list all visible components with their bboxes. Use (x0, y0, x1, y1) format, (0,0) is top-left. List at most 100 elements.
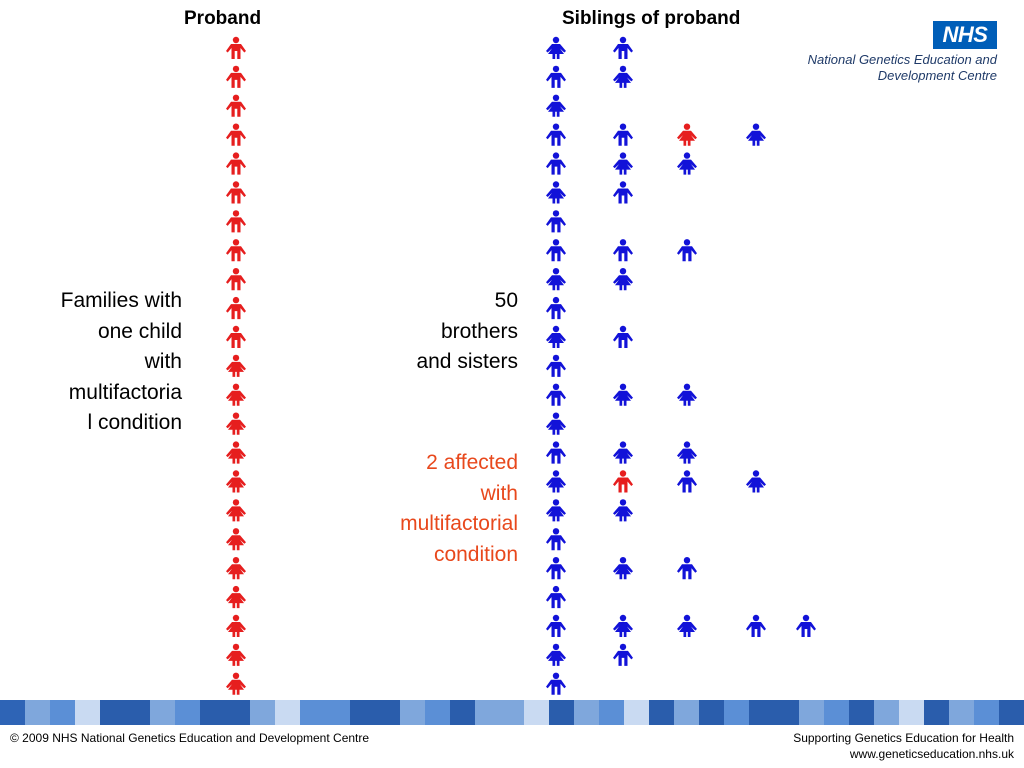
male-figure-icon (613, 239, 633, 262)
band-segment (699, 700, 725, 725)
families-line: one child (97, 319, 182, 343)
female-figure-icon (677, 383, 697, 406)
families-line: l condition (87, 411, 182, 434)
male-figure-icon (546, 210, 566, 233)
band-segment (249, 700, 276, 725)
affected-line: with (480, 481, 518, 505)
band-segment (124, 700, 151, 725)
families-description: Families with one child with multifactor… (30, 286, 182, 439)
band-segment (749, 700, 775, 725)
male-figure-icon (677, 557, 697, 580)
female-figure-icon (546, 181, 566, 204)
male-figure-icon (613, 181, 633, 204)
band-segment (824, 700, 850, 725)
band-segment (224, 700, 251, 725)
female-figure-icon (546, 94, 566, 117)
band-segment (499, 700, 526, 725)
male-figure-icon (226, 181, 246, 204)
male-figure-icon (226, 239, 246, 262)
male-figure-icon (546, 383, 566, 406)
female-figure-icon (226, 672, 246, 695)
female-figure-icon (226, 441, 246, 464)
male-figure-icon (677, 470, 697, 493)
female-figure-icon (226, 528, 246, 551)
sibling-count-line: brothers (440, 319, 518, 343)
male-figure-icon (226, 210, 246, 233)
female-figure-icon (677, 441, 697, 464)
male-figure-icon (613, 325, 633, 348)
male-figure-icon (546, 239, 566, 262)
female-figure-icon (226, 557, 246, 580)
female-figure-icon (613, 152, 633, 175)
female-figure-icon (613, 268, 633, 291)
male-figure-icon (546, 557, 566, 580)
families-line: Families with (60, 289, 182, 312)
band-segment (399, 700, 426, 725)
band-segment (949, 700, 975, 725)
band-segment (549, 700, 576, 725)
band-segment (0, 700, 26, 725)
female-figure-icon (226, 383, 246, 406)
band-segment (299, 700, 326, 725)
female-figure-icon (613, 441, 633, 464)
female-figure-icon (677, 614, 697, 637)
female-figure-icon (613, 383, 633, 406)
male-figure-icon (613, 36, 633, 59)
affected-line: multifactorial (400, 512, 518, 535)
band-segment (474, 700, 501, 725)
affected-line: condition (433, 542, 518, 566)
band-segment (424, 700, 451, 725)
footer-copyright: © 2009 NHS National Genetics Education a… (10, 731, 370, 745)
sibling-count-line: 50 (494, 289, 518, 312)
band-segment (449, 700, 476, 725)
band-segment (974, 700, 1000, 725)
male-figure-icon (226, 94, 246, 117)
nhs-logo: NHS (933, 21, 997, 49)
band-segment (199, 700, 226, 725)
female-figure-icon (746, 123, 766, 146)
sibling-count-description: 50 brothers and sisters (340, 286, 518, 378)
female-figure-icon (226, 499, 246, 522)
band-segment (149, 700, 176, 725)
band-segment (724, 700, 750, 725)
male-figure-icon (226, 123, 246, 146)
band-segment (24, 700, 51, 725)
male-figure-icon (613, 470, 633, 493)
footer-tagline: Supporting Genetics Education for Health (793, 731, 1014, 745)
male-figure-icon (796, 614, 816, 637)
band-segment (924, 700, 950, 725)
male-figure-icon (546, 123, 566, 146)
sibling-count-line: and sisters (416, 350, 518, 373)
female-figure-icon (613, 614, 633, 637)
band-segment (649, 700, 675, 725)
band-segment (524, 700, 551, 725)
band-segment (599, 700, 625, 725)
band-segment (624, 700, 650, 725)
band-segment (999, 700, 1024, 725)
male-figure-icon (226, 296, 246, 320)
male-figure-icon (546, 672, 566, 695)
female-figure-icon (226, 585, 246, 609)
female-figure-icon (677, 123, 697, 146)
male-figure-icon (226, 36, 246, 59)
families-line: multifactoria (68, 380, 182, 404)
male-figure-icon (546, 152, 566, 175)
female-figure-icon (226, 354, 246, 377)
female-figure-icon (226, 470, 246, 493)
male-figure-icon (226, 65, 246, 88)
band-segment (324, 700, 351, 725)
female-figure-icon (677, 152, 697, 175)
siblings-header: Siblings of proband (562, 8, 741, 29)
male-figure-icon (546, 585, 566, 609)
band-segment (899, 700, 925, 725)
band-segment (174, 700, 201, 725)
band-segment (849, 700, 875, 725)
female-figure-icon (746, 470, 766, 493)
female-figure-icon (226, 643, 246, 666)
female-figure-icon (546, 268, 566, 291)
female-figure-icon (546, 643, 566, 666)
male-figure-icon (613, 123, 633, 146)
female-figure-icon (546, 412, 566, 435)
band-segment (274, 700, 301, 725)
band-segment (99, 700, 126, 725)
